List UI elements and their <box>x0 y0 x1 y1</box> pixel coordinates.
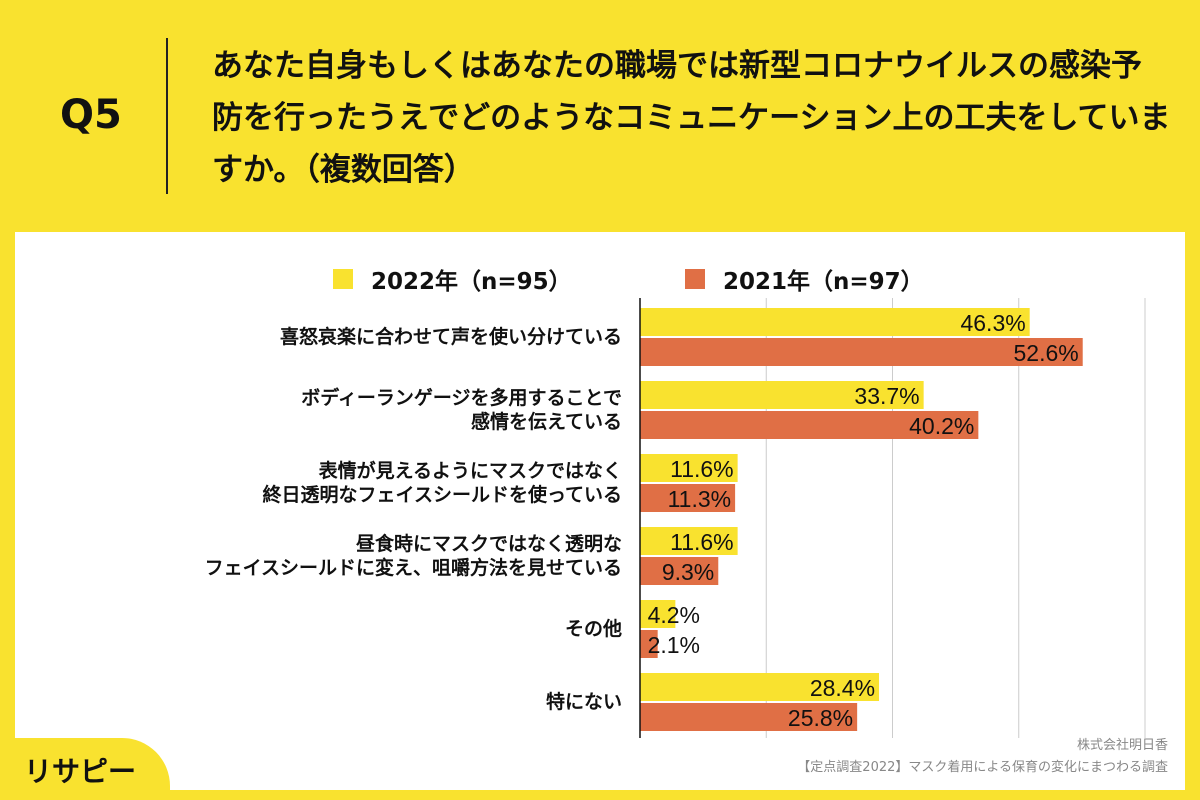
data-label: 2.1% <box>648 632 700 658</box>
question-title: あなた自身もしくはあなたの職場では新型コロナウイルスの感染予防を行ったうえでどの… <box>212 48 1171 188</box>
category-label: 喜怒哀楽に合わせて声を使い分けている <box>279 326 622 348</box>
data-label: 40.2% <box>909 413 974 439</box>
divider <box>166 38 168 194</box>
category-label: 表情が見えるようにマスクではなく 終日透明なフェイスシールドを使っている <box>262 460 622 506</box>
legend-swatch <box>333 269 353 289</box>
bar <box>640 411 979 439</box>
legend-label: 2021年（n=97） <box>723 269 924 295</box>
legend-2021: 2021年（n=97） <box>685 262 924 296</box>
logo: リサピー <box>0 738 170 800</box>
bar <box>640 454 738 482</box>
source-survey: 【定点調査2022】マスク着用による保育の変化にまつわる調査 <box>797 760 1168 775</box>
data-label: 46.3% <box>960 310 1025 336</box>
bar <box>640 484 736 512</box>
legend-swatch <box>685 269 705 289</box>
data-label: 33.7% <box>854 383 919 409</box>
data-label: 4.2% <box>648 602 700 628</box>
category-label: 昼食時にマスクではなく透明な フェイスシールドに変え、咀嚼方法を見せている <box>204 533 622 579</box>
bar <box>640 338 1083 366</box>
data-label: 28.4% <box>810 675 875 701</box>
data-label: 25.8% <box>788 705 853 731</box>
bar <box>640 600 676 628</box>
legend-label: 2022年（n=95） <box>371 269 572 295</box>
data-label: 11.6% <box>670 529 734 555</box>
logo-text: リサピー <box>24 755 137 788</box>
category-label: ボディーランゲージを多用することで 感情を伝えている <box>301 387 622 433</box>
bar <box>640 557 719 585</box>
data-label: 11.6% <box>670 456 734 482</box>
bar <box>640 527 738 555</box>
bar <box>640 308 1030 336</box>
data-label: 11.3% <box>668 486 732 512</box>
bar <box>640 703 858 731</box>
source-company: 株式会社明日香 <box>1076 738 1168 753</box>
category-label: 特にない <box>545 691 622 713</box>
data-label: 9.3% <box>662 559 714 585</box>
bar <box>640 630 658 658</box>
data-label: 52.6% <box>1013 340 1078 366</box>
legend-2022: 2022年（n=95） <box>333 262 572 296</box>
category-label: その他 <box>564 618 622 640</box>
bar <box>640 381 924 409</box>
bar <box>640 673 880 701</box>
question-number: Q5 <box>60 92 122 138</box>
